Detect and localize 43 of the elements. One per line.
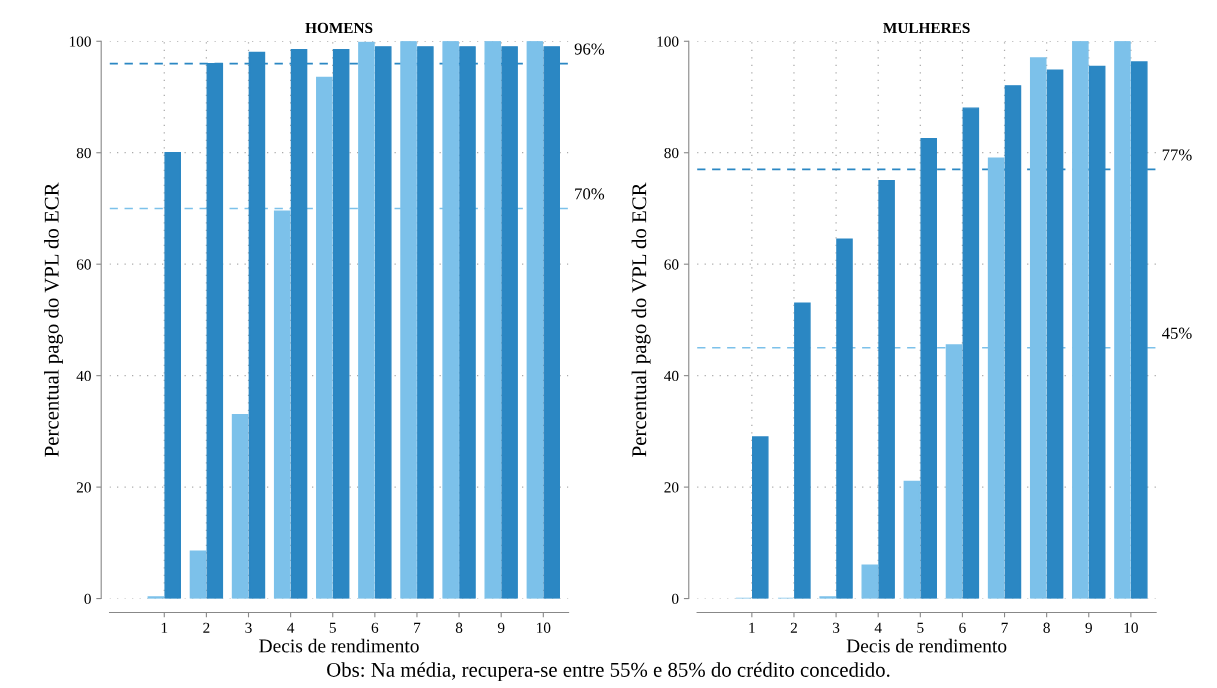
y-tick-label: 0 [671, 593, 679, 605]
ref-line-label: 77% [1162, 149, 1192, 161]
x-tick-label: 1 [161, 622, 168, 633]
x-tick-label: 9 [497, 622, 505, 633]
x-tick-label: 6 [371, 622, 379, 633]
ref-line-label: 45% [1162, 327, 1192, 339]
x-axis-title: Decis de rendimento [259, 638, 419, 653]
x-tick-label: 10 [537, 622, 551, 633]
y-tick-label: 100 [657, 36, 679, 47]
y-axis-title: Percentual pago do VPL do ECR [631, 182, 651, 457]
x-tick-label: 4 [287, 622, 295, 633]
x-tick-label: 7 [414, 622, 421, 633]
x-axis-title: Decis de rendimento [846, 638, 1007, 653]
x-tick-label: 5 [329, 622, 336, 633]
text: Obs: Na média, recupera-se entre 55% e 85% do crédito concedido. [327, 662, 890, 682]
x-tick-label: 3 [245, 622, 252, 633]
x-tick-label: 6 [959, 622, 966, 633]
x-tick-label: 2 [203, 622, 210, 633]
y-tick-label: 0 [84, 593, 91, 605]
x-tick-label: 5 [917, 622, 924, 633]
y-tick-label: 80 [664, 147, 679, 159]
y-tick-label: 60 [76, 259, 91, 270]
x-tick-label: 2 [790, 622, 797, 633]
y-tick-label: 20 [76, 482, 91, 493]
x-tick-label: 10 [1124, 622, 1138, 633]
x-tick-label: 8 [1043, 622, 1050, 633]
chart-title: HOMENS [305, 22, 373, 34]
y-axis-title: Percentual pago do VPL do ECR [44, 182, 63, 457]
y-tick-label: 80 [76, 147, 91, 159]
chart-title: MULHERES [883, 22, 970, 34]
x-tick-label: 3 [832, 622, 840, 633]
y-tick-label: 100 [69, 36, 91, 47]
x-tick-label: 8 [455, 622, 463, 633]
x-tick-label: 4 [874, 622, 882, 633]
y-tick-label: 40 [664, 370, 679, 382]
x-tick-label: 1 [749, 622, 755, 633]
y-tick-label: 20 [664, 482, 679, 493]
y-tick-label: 40 [76, 370, 91, 382]
ref-line-label: 70% [575, 188, 605, 200]
x-tick-label: 7 [1001, 622, 1008, 633]
ref-line-label: 96% [574, 43, 605, 55]
x-tick-label: 9 [1085, 622, 1092, 633]
y-tick-label: 60 [664, 259, 679, 270]
